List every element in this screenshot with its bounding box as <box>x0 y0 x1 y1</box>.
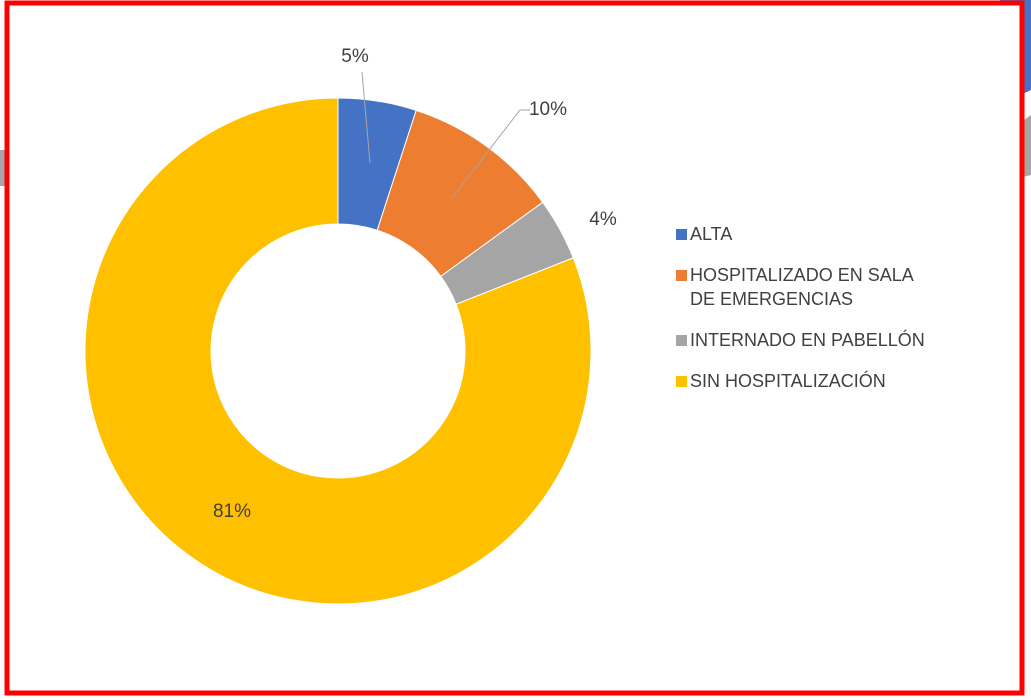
legend-label: HOSPITALIZADO EN SALA DE EMERGENCIAS <box>690 265 913 309</box>
legend-item: INTERNADO EN PABELLÓN <box>670 328 932 352</box>
data-label: 4% <box>589 209 617 230</box>
legend-swatch <box>676 270 687 281</box>
data-label: 10% <box>529 99 567 120</box>
legend-item: HOSPITALIZADO EN SALA DE EMERGENCIAS <box>670 263 932 311</box>
legend-label: ALTA <box>690 224 733 244</box>
legend-swatch <box>676 376 687 387</box>
legend-item: ALTA <box>670 222 932 246</box>
data-label: 5% <box>341 46 369 67</box>
legend-swatch <box>676 335 687 346</box>
legend-item: SIN HOSPITALIZACIÓN <box>670 369 932 393</box>
donut-slice <box>84 97 592 605</box>
legend: ALTA HOSPITALIZADO EN SALA DE EMERGENCIAS… <box>670 222 932 410</box>
data-label: 81% <box>213 501 251 522</box>
legend-label: SIN HOSPITALIZACIÓN <box>690 371 886 391</box>
leader-line <box>361 71 371 164</box>
legend-swatch <box>676 229 687 240</box>
legend-label: INTERNADO EN PABELLÓN <box>690 330 925 350</box>
leader-line <box>451 109 530 199</box>
